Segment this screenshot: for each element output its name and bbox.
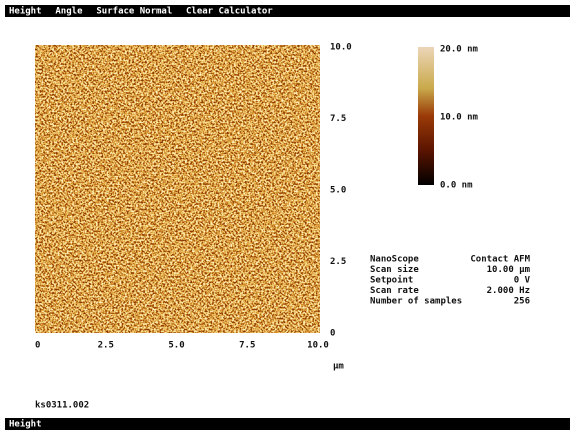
color-bar-labels: 20.0 nm 10.0 nm 0.0 nm (440, 45, 479, 191)
menu-item[interactable]: Angle (55, 7, 83, 17)
color-bar-label: 20.0 nm (440, 45, 479, 55)
screen: Height Angle Surface Normal Clear Calculato… (0, 0, 574, 430)
info-key: Setpoint (370, 275, 413, 286)
y-tick-label: 0 (330, 329, 335, 339)
afm-image (35, 45, 320, 333)
x-tick-label: 2.5 (98, 341, 114, 351)
info-key: Scan size (370, 264, 419, 275)
y-tick-label: 7.5 (330, 114, 346, 124)
y-tick-label: 2.5 (330, 257, 346, 267)
x-tick-label: 7.5 (239, 341, 255, 351)
info-table: NanoScope Contact AFM Scan size 10.00 µm Set… (370, 255, 531, 307)
info-key: NanoScope (370, 255, 419, 265)
x-tick-label: 10.0 (307, 341, 329, 351)
file-name: ks0311.002 (35, 401, 89, 411)
menu-item[interactable]: Height (9, 6, 42, 17)
info-key: Scan rate (370, 286, 419, 296)
status-label: Height (9, 419, 42, 430)
info-value: Contact AFM (470, 255, 530, 265)
color-bar (418, 47, 434, 185)
menu-bar (5, 5, 570, 17)
x-tick-label: 5.0 (168, 341, 184, 351)
color-bar-label: 0.0 nm (440, 181, 473, 191)
x-tick-label: 0 (35, 341, 40, 351)
info-value: 256 (514, 297, 530, 307)
status-bar (5, 418, 570, 430)
info-value: 0 V (514, 276, 531, 286)
info-value: 10.00 µm (487, 265, 531, 275)
menu-item[interactable]: Clear Calculator (186, 7, 273, 17)
menu-item[interactable]: Surface Normal (96, 7, 172, 17)
info-key: Number of samples (370, 297, 462, 307)
y-tick-label: 10.0 (330, 43, 352, 53)
color-bar-label: 10.0 nm (440, 113, 479, 123)
info-value: 2.000 Hz (487, 286, 530, 296)
x-unit: µm (333, 362, 344, 372)
y-tick-label: 5.0 (330, 186, 346, 196)
